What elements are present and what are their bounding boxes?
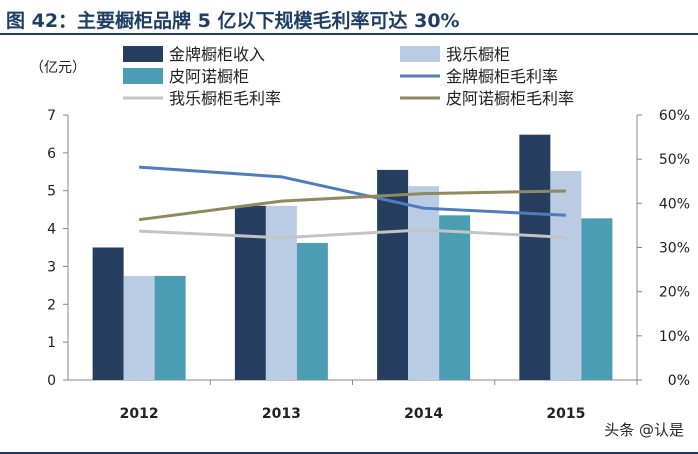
y-tick-label: 7 [47,108,56,124]
bar [123,275,155,380]
bar [265,205,297,380]
y-tick-label: 5 [47,184,56,200]
y2-tick-label: 20% [659,285,690,301]
legend-label: 皮阿诺橱柜 [169,67,249,86]
series-line [139,165,566,217]
title-bar: 图 42：主要橱柜品牌 5 亿以下规模毛利率可达 30% [0,0,698,34]
x-tick-label: 2015 [546,406,585,422]
tick-labels: 0 1 2 3 4 5 6 7 0% 10% 20% 30% 40% 50% 60% 2012 2013 2014… [47,108,690,422]
y2-tick-label: 50% [659,152,690,168]
top-rule [0,33,698,35]
y-tick-label: 0 [47,373,56,389]
bar [550,171,582,380]
y2-tick-label: 60% [659,108,690,124]
watermark: 头条 @认是 [604,421,684,439]
y-tick-label: 4 [47,222,56,238]
x-tick-label: 2014 [404,406,443,422]
legend-swatch [400,46,440,62]
bar [519,134,551,380]
y-tick-label: 6 [47,146,56,162]
line-series [138,165,566,240]
bottom-rule [0,452,698,454]
series-line [139,228,566,240]
bar [234,205,266,380]
y-tick-label: 1 [47,335,56,351]
bar [296,242,328,380]
chart-title: 图 42：主要橱柜品牌 5 亿以下规模毛利率可达 30% [6,10,460,32]
x-tick-label: 2013 [262,406,301,422]
bar [439,215,471,380]
y2-tick-label: 40% [659,196,690,212]
y-axis-unit-label: （亿元） [30,60,86,76]
bar [581,218,613,380]
bar [154,275,186,380]
legend-label: 皮阿诺橱柜毛利率 [446,89,574,108]
bar [408,186,440,380]
bar-series [92,134,613,380]
legend-swatch [123,68,163,84]
bar [92,247,124,380]
legend-label: 金牌橱柜收入 [169,45,265,64]
legend-label: 金牌橱柜毛利率 [446,67,558,86]
legend-label: 我乐橱柜毛利率 [169,89,281,108]
x-tick-label: 2012 [120,406,159,422]
legend-swatch [123,46,163,62]
y-tick-label: 2 [47,297,56,313]
series-line [138,189,566,222]
y-tick-label: 3 [47,259,56,275]
legend-label: 我乐橱柜 [446,45,510,64]
y2-tick-label: 30% [659,241,690,257]
y2-tick-label: 10% [659,329,690,345]
y2-tick-label: 0% [668,373,690,389]
